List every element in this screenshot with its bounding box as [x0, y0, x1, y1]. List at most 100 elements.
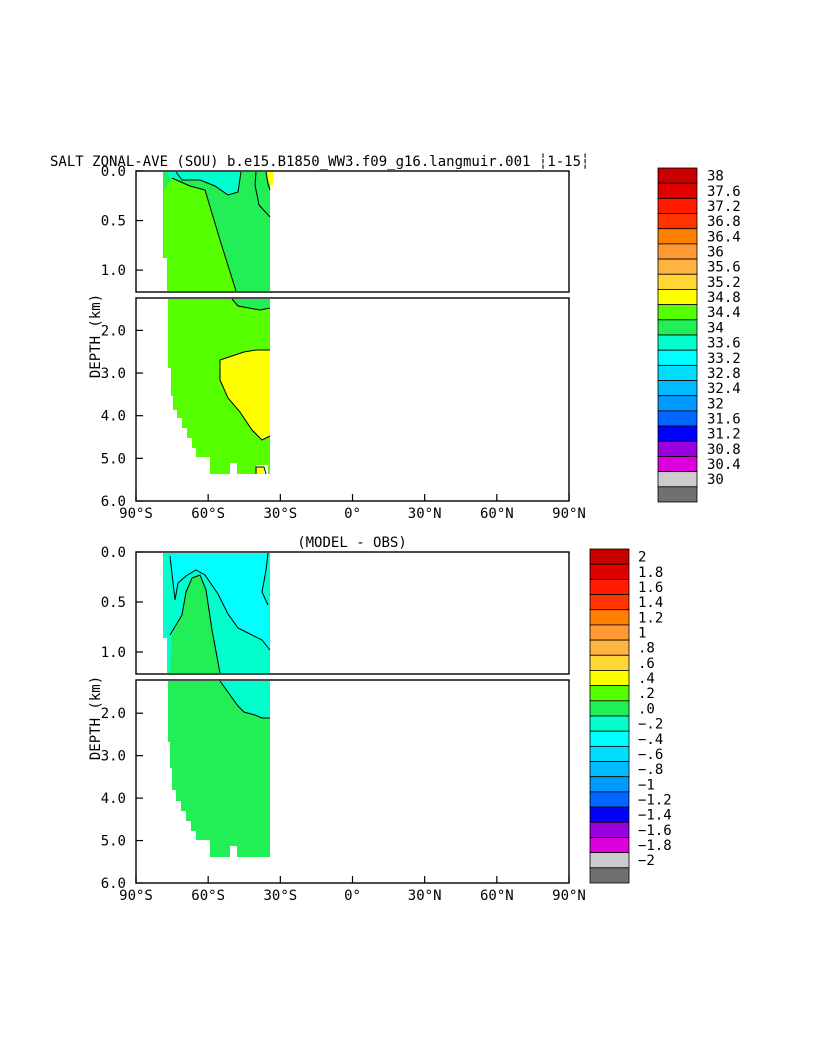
bottom-lower-teal-fill — [220, 681, 270, 718]
colorbar-label: 32 — [707, 396, 724, 412]
y-tick-label: 1.0 — [101, 263, 126, 279]
x-tick-label: 90°N — [552, 506, 586, 522]
top-upper-contour-d — [265, 171, 271, 191]
colorbar-label: 30.4 — [707, 457, 741, 473]
bottom-axis-ticks: 90°S 60°S 30°S 0° 30°N 60°N 90°N 0.0 0.5 1.0 2.0 3.… — [101, 545, 586, 904]
colorbar-label: −1.2 — [638, 793, 672, 809]
colorbar-label: −.4 — [638, 732, 663, 748]
top-upper-frame — [135, 170, 570, 293]
colorbar-swatch — [589, 730, 630, 747]
colorbar-label: −1.8 — [638, 838, 672, 854]
colorbar-label: 1 — [638, 626, 646, 642]
colorbar-swatch — [657, 243, 698, 260]
colorbar-label: 34 — [707, 320, 724, 336]
top-lower-darkgreen-fill — [168, 299, 270, 310]
colorbar-label: 33.6 — [707, 336, 741, 352]
colorbar-swatch — [589, 685, 630, 702]
top-upper-contour-b — [175, 171, 242, 196]
colorbar-swatch — [657, 410, 698, 427]
bottom-ylabel: DEPTH (km) — [88, 676, 104, 760]
bottom-upper-contour-b — [169, 555, 271, 651]
x-tick-label: 90°N — [552, 888, 586, 904]
x-tick-label: 30°S — [263, 888, 297, 904]
colorbar-label: −.8 — [638, 762, 663, 778]
top-upper-yellow-strip — [267, 172, 273, 185]
colorbar-label: 37.2 — [707, 199, 741, 215]
colorbar-label: 31.2 — [707, 427, 741, 443]
colorbar-swatch — [657, 440, 698, 457]
colorbar-label: 35.2 — [707, 275, 741, 291]
bottom-upper-green-fill — [170, 575, 220, 673]
colorbar-swatch — [589, 594, 630, 611]
colorbar-swatch — [589, 745, 630, 762]
bottom-upper-contour-a — [169, 574, 221, 674]
bottom-lower-fills — [168, 680, 270, 857]
top-lower-contour-a — [231, 298, 271, 311]
colorbar-swatch — [657, 395, 698, 412]
colorbar-swatch — [657, 197, 698, 214]
colorbar-swatch — [589, 578, 630, 595]
colorbar-label: −.6 — [638, 747, 663, 763]
colorbar-label: 1.4 — [638, 595, 663, 611]
top-lower-fills — [168, 298, 271, 475]
x-tick-label: 60°S — [191, 506, 225, 522]
colorbar-label: −2 — [638, 853, 655, 869]
colorbar-swatch — [657, 304, 698, 321]
x-tick-label: 60°N — [480, 506, 514, 522]
colorbar-swatch — [657, 213, 698, 230]
colorbar-label: 31.6 — [707, 412, 741, 428]
colorbar-swatch — [657, 380, 698, 397]
colorbar-swatch — [589, 563, 630, 580]
colorbar-swatch — [657, 289, 698, 306]
y-tick-label: 6.0 — [101, 494, 126, 510]
x-tick-label: 30°N — [408, 506, 442, 522]
colorbar-swatch — [657, 182, 698, 199]
colorbar-swatch — [657, 258, 698, 275]
x-tick-label: 90°S — [119, 506, 153, 522]
x-tick-label: 0° — [344, 888, 361, 904]
x-tick-label: 90°S — [119, 888, 153, 904]
colorbar-swatch — [589, 670, 630, 687]
colorbar-swatch — [657, 364, 698, 381]
bottom-upper-contour-c — [261, 552, 269, 606]
x-tick-label: 30°S — [263, 506, 297, 522]
colorbar-label: 1.2 — [638, 610, 663, 626]
colorbar-label: 30.8 — [707, 442, 741, 458]
colorbar-swatch — [589, 821, 630, 838]
top-lower-green-fill — [168, 299, 270, 474]
colorbar-swatch — [589, 837, 630, 854]
top-lower-contour-b — [219, 349, 271, 441]
y-tick-label: 2.0 — [101, 706, 126, 722]
bottom-colorbar: 21.81.61.41.21.8.6.4.2.0−.2−.4−.6−.8−1−1… — [589, 548, 672, 884]
colorbar-swatch — [589, 624, 630, 641]
y-tick-label: 3.0 — [101, 749, 126, 765]
colorbar-label: 37.6 — [707, 184, 741, 200]
colorbar-swatch — [657, 456, 698, 473]
top-upper-teal-fill — [167, 172, 240, 195]
colorbar-label: 35.6 — [707, 260, 741, 276]
bottom-upper-cyan-fill — [170, 553, 270, 650]
colorbar-swatch — [589, 654, 630, 671]
y-tick-label: 2.0 — [101, 323, 126, 339]
top-upper-lime-fill — [164, 178, 236, 291]
x-tick-label: 30°N — [408, 888, 442, 904]
colorbar-swatch — [589, 806, 630, 823]
colorbar-label: 32.4 — [707, 381, 741, 397]
y-tick-label: 0.5 — [101, 214, 126, 230]
y-tick-label: 5.0 — [101, 834, 126, 850]
colorbar-label: −.2 — [638, 717, 663, 733]
colorbar-label: .0 — [638, 701, 655, 717]
colorbar-label: .8 — [638, 641, 655, 657]
colorbar-swatch — [589, 761, 630, 778]
top-ylabel: DEPTH (km) — [88, 294, 104, 378]
colorbar-swatch — [657, 349, 698, 366]
colorbar-label: 34.8 — [707, 290, 741, 306]
colorbar-swatch — [589, 609, 630, 626]
colorbar-swatch — [657, 425, 698, 442]
bottom-panel: (MODEL - OBS) DEPTH (km) 90°S 60°S 30°S 0° 3… — [88, 535, 586, 904]
top-lower-yellow-spot — [256, 467, 264, 474]
bottom-lower-contour-a — [219, 680, 270, 719]
bottom-upper-fills — [163, 552, 271, 674]
colorbar-label: 36 — [707, 245, 724, 261]
